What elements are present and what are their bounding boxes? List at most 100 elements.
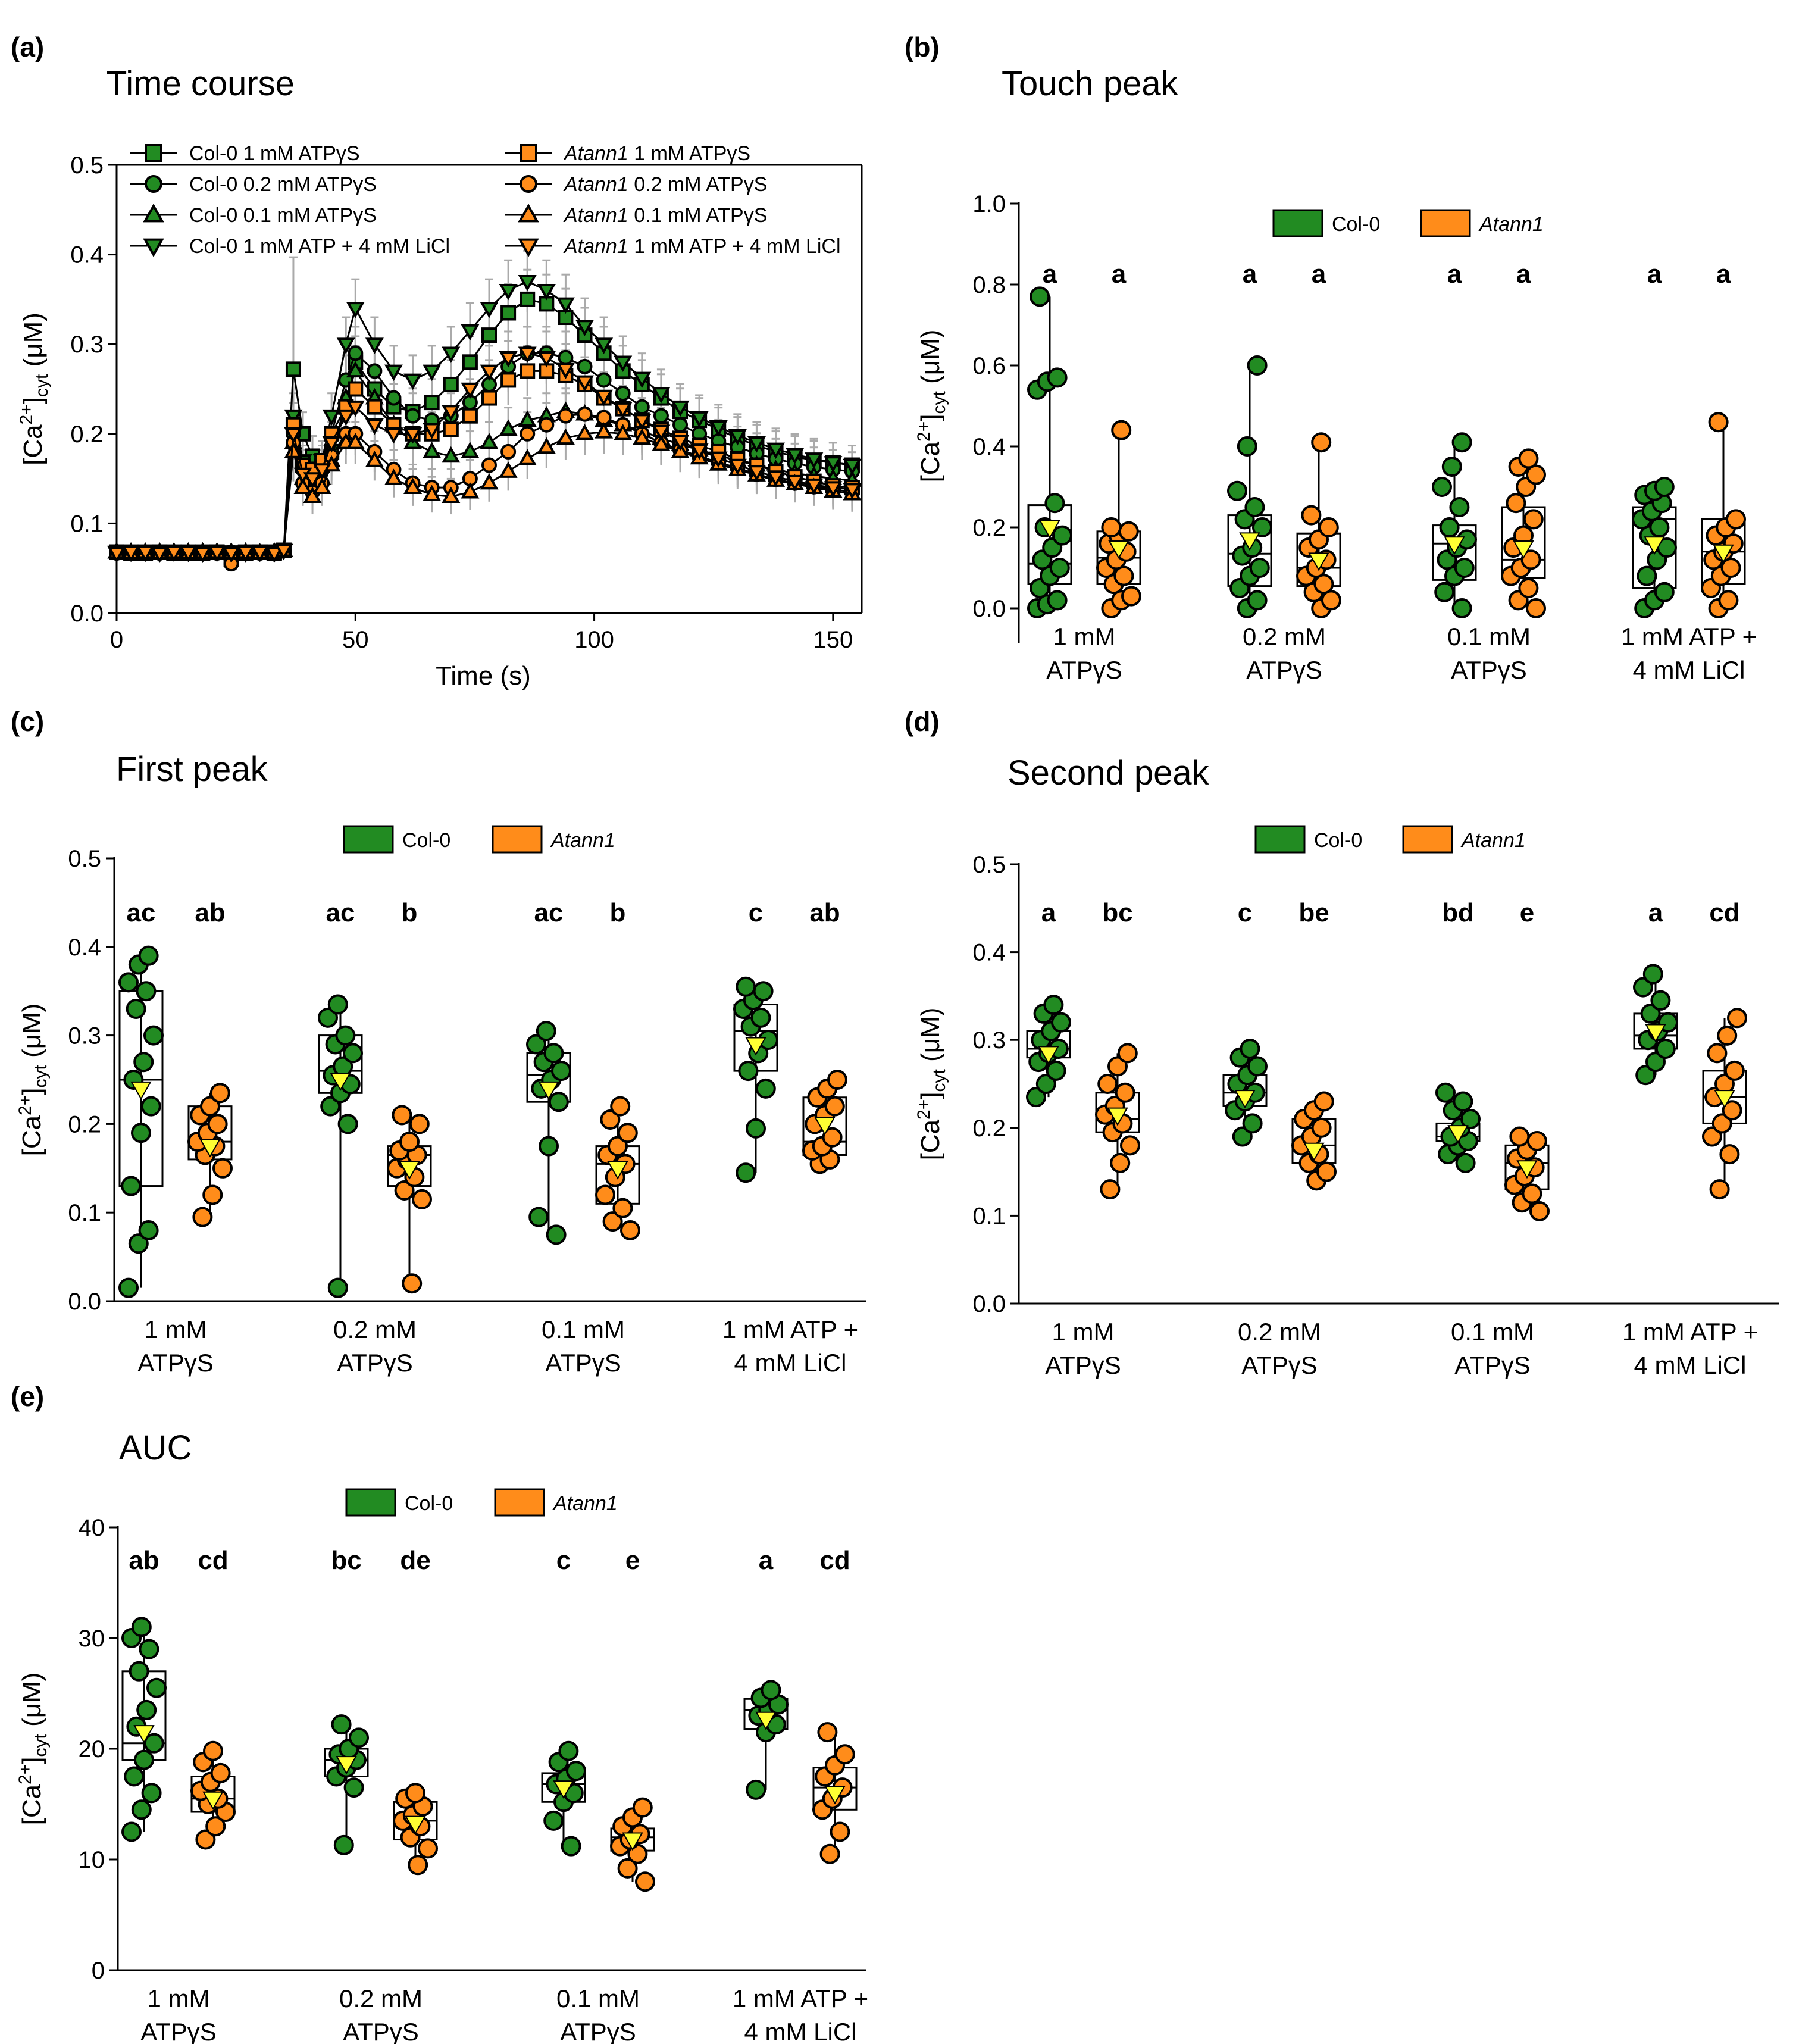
mean-marker xyxy=(1107,1107,1128,1126)
data-point xyxy=(617,1858,638,1879)
y-tick-label: 0.1 xyxy=(70,511,104,537)
data-point xyxy=(1633,977,1653,998)
data-point xyxy=(140,1096,161,1117)
category-label: ATPγS xyxy=(1046,656,1122,684)
y-tick-label: 0.6 xyxy=(972,353,1006,379)
data-point xyxy=(121,1821,142,1842)
data-point xyxy=(1455,1152,1476,1173)
legend-swatch xyxy=(492,825,543,854)
data-point xyxy=(843,458,862,476)
data-point xyxy=(1460,1109,1481,1130)
data-point xyxy=(561,1836,581,1857)
box-col0-1: a xyxy=(1227,260,1272,618)
box-atann1-3: cd xyxy=(812,1546,858,1864)
data-point xyxy=(1311,432,1332,453)
category-label: ATPγS xyxy=(1045,1351,1121,1379)
data-point xyxy=(1449,497,1470,517)
data-point xyxy=(824,1096,845,1117)
panel-a: (a) Time course 0.0 0.1 0.2 0.3 0.4 0.5 0 50 100 15… xyxy=(11,32,863,690)
data-point xyxy=(736,1162,756,1183)
mean-marker xyxy=(202,1791,224,1810)
data-point xyxy=(192,1207,213,1227)
mean-marker xyxy=(1303,1142,1325,1161)
data-point xyxy=(690,411,709,428)
data-point xyxy=(1120,1135,1140,1156)
y-tick-label: 0.0 xyxy=(972,596,1006,622)
panel-title: First peak xyxy=(116,750,268,789)
data-point xyxy=(1707,1043,1728,1064)
data-point xyxy=(1247,590,1268,611)
significance-letter: a xyxy=(1112,260,1127,289)
data-point xyxy=(766,470,786,487)
category-label: 0.1 mM xyxy=(1451,1318,1534,1346)
data-point xyxy=(365,451,384,467)
data-point xyxy=(518,449,537,465)
panel-title: Touch peak xyxy=(1002,64,1179,103)
legend-marker xyxy=(518,203,539,223)
box-col0-3: c xyxy=(733,898,778,1183)
data-point xyxy=(402,1273,423,1294)
category-label: 0.1 mM xyxy=(556,1984,640,2012)
y-tick-label: 0.2 xyxy=(70,421,104,448)
data-point xyxy=(1101,517,1122,537)
data-point xyxy=(1043,995,1064,1015)
box-col0-3: a xyxy=(1632,260,1677,618)
data-point xyxy=(1240,1038,1260,1059)
data-point xyxy=(333,1834,354,1855)
data-point xyxy=(537,351,556,368)
data-point xyxy=(633,428,652,445)
data-point xyxy=(1717,1025,1738,1046)
data-point xyxy=(284,427,303,444)
y-axis-label-part: [Ca xyxy=(17,1115,46,1156)
legend-condition: 1 mM ATP + 4 mM LiCl xyxy=(237,235,450,258)
data-point xyxy=(442,486,461,504)
legend-condition: 0.2 mM ATPγS xyxy=(237,173,377,196)
significance-letter: b xyxy=(402,898,418,927)
data-point xyxy=(1301,505,1322,526)
panel-e: (e) AUC 0 10 20 30 40 [Ca2+]cyt (μM) Col-0 Atann1… xyxy=(11,1381,868,2044)
data-point xyxy=(442,346,461,363)
data-point xyxy=(124,1766,145,1787)
data-point xyxy=(1708,412,1729,433)
legend-entry: Col-0 1 mM ATPγS xyxy=(189,142,360,165)
data-point xyxy=(566,1761,586,1782)
category-label: 0.1 mM xyxy=(542,1315,625,1343)
data-point xyxy=(500,443,517,460)
box-atann1-0: a xyxy=(1096,260,1141,618)
significance-letter: a xyxy=(1447,260,1462,289)
data-point xyxy=(1526,1130,1547,1151)
data-point xyxy=(384,364,403,382)
box-col0-0: a xyxy=(1027,260,1072,618)
data-point xyxy=(595,337,614,354)
data-point xyxy=(1451,432,1472,453)
data-point xyxy=(1506,493,1526,514)
mean-marker xyxy=(1513,540,1534,560)
box-atann1-1: be xyxy=(1291,898,1337,1191)
y-tick-label: 20 xyxy=(79,1736,105,1762)
data-point xyxy=(462,354,478,370)
y-tick-label: 0.3 xyxy=(68,1023,101,1049)
data-point xyxy=(1439,517,1460,537)
data-point xyxy=(480,433,499,449)
data-point xyxy=(1237,436,1257,457)
significance-letter: a xyxy=(1243,260,1257,289)
data-point xyxy=(1518,448,1539,469)
data-point xyxy=(118,1277,139,1298)
legend-swatch xyxy=(1420,209,1471,237)
panel-b: (b) Touch peak 0.0 0.2 0.4 0.6 0.8 1.0 [Ca2+]cyt… xyxy=(905,32,1757,684)
data-point xyxy=(1441,457,1462,477)
category-label: 0.2 mM xyxy=(1238,1318,1321,1346)
data-point xyxy=(481,327,497,343)
data-point xyxy=(1313,574,1334,595)
mean-marker xyxy=(330,1073,351,1092)
mean-marker xyxy=(1444,536,1465,555)
data-point xyxy=(575,320,595,336)
data-point xyxy=(556,362,575,380)
series-col0-0 xyxy=(109,291,860,561)
category-label: ATPγS xyxy=(545,1349,621,1377)
data-point xyxy=(412,1189,432,1209)
legend-entry: Atann1 1 mM ATPγS xyxy=(563,142,750,165)
y-axis-label-part: cyt xyxy=(31,1064,51,1087)
data-point xyxy=(1526,464,1546,485)
data-point xyxy=(409,1114,430,1134)
